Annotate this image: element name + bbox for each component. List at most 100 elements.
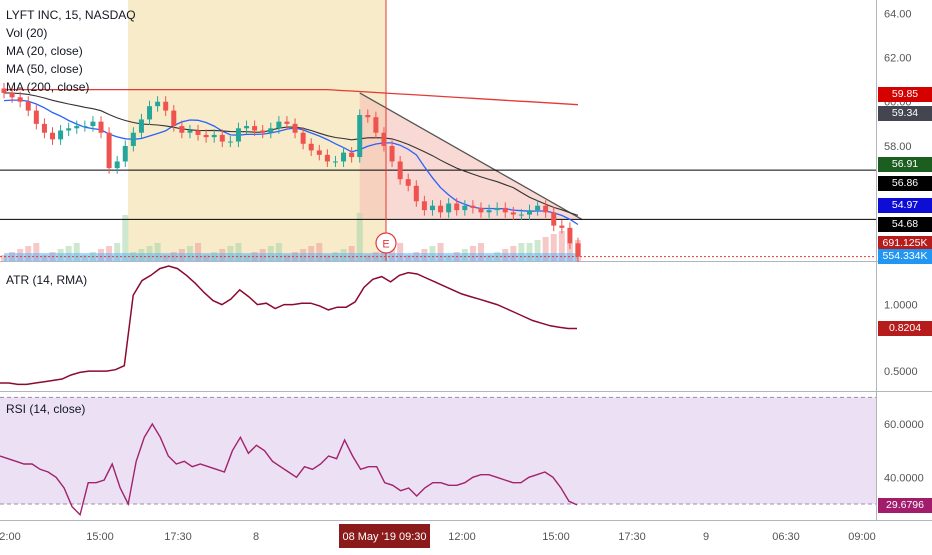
candle-body	[373, 117, 379, 133]
candle-body	[114, 161, 120, 169]
atr-legend: ATR (14, RMA)	[6, 271, 87, 289]
volume-bar	[122, 215, 129, 261]
price-tag: 54.68	[878, 217, 932, 232]
earnings-marker	[375, 232, 397, 254]
price-tick-label: 64.00	[884, 8, 912, 20]
earnings-marker-label: E	[382, 239, 389, 251]
candle-body	[413, 185, 419, 202]
candle-body	[179, 126, 185, 133]
volume-bar	[114, 243, 121, 261]
volume-bar	[195, 243, 202, 261]
candle-body	[510, 212, 516, 215]
candle-body	[130, 132, 136, 146]
candle-body	[332, 161, 338, 163]
candle-body	[502, 207, 508, 213]
price-tick-label: 62.00	[884, 53, 912, 65]
candle-body	[260, 130, 266, 133]
candle-body	[389, 145, 395, 162]
legend-ma200: MA (200, close)	[6, 80, 90, 94]
candle-body	[41, 123, 47, 133]
candle-body	[50, 132, 56, 140]
time-highlight-label: 08 May '19 09:30	[342, 531, 426, 543]
volume-bar	[518, 243, 525, 261]
candle-body	[316, 150, 322, 155]
volume-bar	[33, 243, 40, 261]
candle-body	[567, 227, 573, 244]
candle-body	[244, 126, 250, 129]
candle-body	[381, 132, 387, 146]
volume-bar	[542, 237, 549, 261]
candle-body	[252, 126, 258, 131]
volume-ma-area	[4, 253, 578, 261]
volume-bar	[558, 231, 565, 261]
legend-symbol: LYFT INC, 15, NASDAQ	[6, 8, 136, 22]
candle-body	[462, 205, 468, 211]
candle-body	[535, 205, 541, 211]
candle-body	[575, 243, 581, 257]
candle-body	[17, 97, 23, 102]
candle-body	[518, 214, 524, 216]
legend-volume: Vol (20)	[6, 26, 48, 40]
candle-body	[478, 207, 484, 213]
time-tick-label: 09:00	[848, 531, 876, 543]
candle-body	[268, 128, 274, 133]
candle-body	[122, 145, 128, 162]
candle-body	[9, 92, 15, 98]
main-legend: LYFT INC, 15, NASDAQ Vol (20) MA (20, cl…	[6, 6, 136, 96]
volume-bar	[235, 243, 242, 261]
volume-bar	[397, 243, 404, 261]
candle-body	[155, 101, 161, 107]
atr-line	[0, 265, 577, 386]
candle-body	[235, 128, 241, 142]
candle-body	[82, 126, 88, 128]
candle-body	[219, 134, 225, 142]
atr-tick-label: 0.5000	[884, 366, 918, 378]
volume-bar	[566, 243, 573, 261]
time-tick-label: 9	[703, 531, 709, 543]
candle-body	[292, 123, 298, 133]
candle-body	[66, 128, 72, 131]
candle-body	[300, 132, 306, 144]
volume-bar	[154, 243, 161, 261]
ma50-line	[3, 92, 579, 216]
price-tag: 59.34	[878, 106, 932, 121]
rsi-tick-label: 60.0000	[884, 419, 924, 431]
candle-body	[163, 101, 169, 111]
time-tick-label: 12:00	[448, 531, 476, 543]
volume-bar	[477, 243, 484, 261]
volume-bar	[316, 243, 323, 261]
candle-body	[454, 203, 460, 211]
time-tick-label: 15:00	[86, 531, 114, 543]
candle-body	[33, 110, 39, 124]
rsi-line	[0, 422, 578, 517]
rsi-band	[0, 397, 876, 504]
volume-bar	[356, 213, 363, 261]
time-tick-label: 17:30	[164, 531, 192, 543]
candle-body	[526, 210, 532, 215]
candle-body	[74, 126, 80, 129]
candle-body	[98, 121, 104, 133]
candle-body	[494, 207, 500, 211]
price-tag: 59.85	[878, 87, 932, 102]
time-highlight-box	[339, 524, 430, 548]
candle-body	[308, 143, 314, 151]
atr-value-tag: 0.8204	[878, 321, 932, 337]
candle-body	[357, 115, 363, 158]
candle-body	[397, 161, 403, 180]
price-tag: 554.334K	[878, 249, 932, 264]
candle-body	[106, 132, 112, 169]
price-tag: 54.97	[878, 198, 932, 213]
volume-bar	[73, 243, 80, 261]
candle-body	[543, 205, 549, 213]
candle-body	[559, 225, 565, 228]
candle-body	[147, 106, 153, 120]
price-tag: 691.125K	[878, 236, 932, 251]
candle-body	[470, 205, 476, 208]
atr-tick-label: 1.0000	[884, 300, 918, 312]
candle-body	[551, 212, 557, 226]
candle-body	[171, 110, 177, 127]
candle-body	[438, 205, 444, 213]
volume-bar	[526, 243, 533, 261]
